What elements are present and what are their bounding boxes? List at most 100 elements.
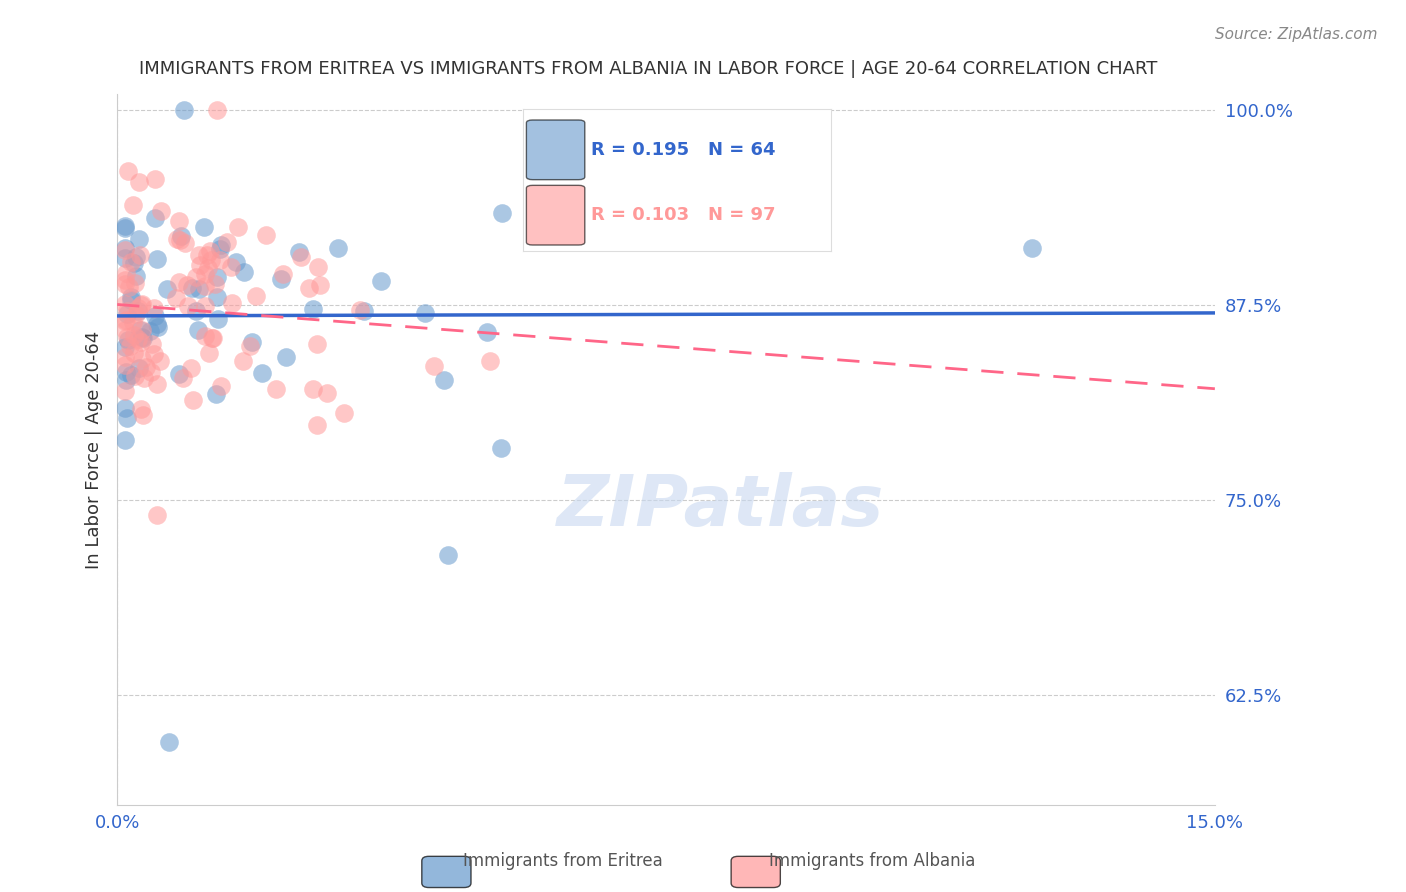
Point [117, 279, 139, 293]
Point [114, 296, 136, 310]
Point [207, 290, 229, 304]
Point [125, 269, 148, 284]
Point [115, 308, 138, 322]
Point [433, 373, 456, 387]
Point [194, 279, 217, 293]
Point [240, 334, 263, 349]
Point [475, 326, 498, 340]
Point [173, 235, 195, 250]
Point [146, 252, 169, 266]
Point [333, 406, 356, 420]
Point [167, 275, 190, 289]
Point [209, 253, 232, 268]
Point [125, 250, 148, 264]
Point [114, 312, 136, 326]
Point [114, 313, 136, 327]
Point [167, 214, 190, 228]
Point [169, 233, 191, 247]
Point [298, 281, 321, 295]
Point [128, 361, 150, 376]
Point [219, 260, 242, 274]
Point [201, 331, 224, 345]
Point [232, 353, 254, 368]
Point [146, 377, 169, 392]
Point [121, 290, 143, 304]
Point [264, 382, 287, 396]
Point [121, 198, 143, 212]
Point [209, 237, 232, 252]
Point [305, 337, 328, 351]
Text: Immigrants from Albania: Immigrants from Albania [769, 852, 974, 870]
Point [177, 299, 200, 313]
Point [142, 301, 165, 316]
Point [221, 295, 243, 310]
Point [120, 293, 142, 307]
Point [114, 242, 136, 256]
Point [423, 359, 446, 374]
Point [207, 311, 229, 326]
Text: Source: ZipAtlas.com: Source: ZipAtlas.com [1215, 27, 1378, 42]
Point [127, 301, 149, 315]
Point [187, 282, 209, 296]
Text: ZIPatlas: ZIPatlas [557, 472, 884, 541]
Point [197, 248, 219, 262]
Point [141, 336, 163, 351]
Point [122, 256, 145, 270]
Point [413, 306, 436, 320]
Point [122, 327, 145, 342]
Y-axis label: In Labor Force | Age 20-64: In Labor Force | Age 20-64 [86, 330, 103, 569]
Point [226, 219, 249, 234]
Point [436, 548, 458, 562]
Point [270, 272, 292, 286]
Point [115, 373, 138, 387]
Point [114, 433, 136, 447]
Point [187, 323, 209, 337]
Point [114, 220, 136, 235]
Point [128, 248, 150, 262]
Point [186, 304, 208, 318]
Point [205, 270, 228, 285]
Point [250, 366, 273, 380]
Point [143, 211, 166, 225]
Point [124, 369, 146, 384]
Point [115, 329, 138, 343]
Point [114, 384, 136, 398]
Point [124, 276, 146, 290]
Point [142, 347, 165, 361]
Point [181, 281, 204, 295]
Point [150, 203, 173, 218]
Point [157, 735, 180, 749]
Point [273, 267, 295, 281]
Point [176, 278, 198, 293]
Point [114, 340, 136, 354]
Point [128, 324, 150, 338]
Point [129, 402, 152, 417]
Point [239, 339, 262, 353]
Point [131, 296, 153, 310]
Point [128, 175, 150, 189]
Point [349, 302, 371, 317]
Point [114, 267, 136, 281]
Point [132, 408, 155, 422]
Point [301, 382, 323, 396]
Point [131, 323, 153, 337]
Point [287, 245, 309, 260]
Point [120, 368, 142, 382]
Point [117, 164, 139, 178]
Point [117, 410, 139, 425]
Point [135, 359, 157, 374]
Point [478, 354, 501, 368]
Point [204, 387, 226, 401]
Point [200, 252, 222, 267]
Point [274, 351, 297, 365]
Point [1021, 241, 1043, 255]
Point [194, 267, 217, 281]
Point [149, 354, 172, 368]
Point [120, 339, 142, 353]
Point [134, 371, 156, 385]
Point [204, 277, 226, 291]
Point [245, 289, 267, 303]
Point [290, 251, 312, 265]
Text: IMMIGRANTS FROM ERITREA VS IMMIGRANTS FROM ALBANIA IN LABOR FORCE | AGE 20-64 CO: IMMIGRANTS FROM ERITREA VS IMMIGRANTS FR… [139, 60, 1157, 78]
Point [308, 278, 330, 293]
